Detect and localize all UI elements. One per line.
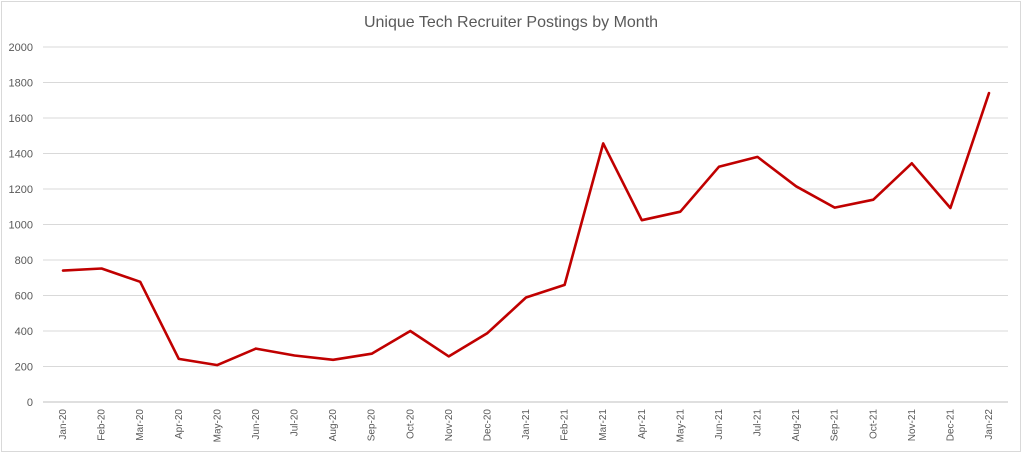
x-tick-label: Dec-21 [945,409,956,442]
y-tick-label: 800 [15,255,33,267]
x-tick-label: May-20 [212,409,223,443]
x-tick-label: Dec-20 [482,409,493,442]
x-axis-tick-labels: Jan-20 Feb-20 Mar-20 Apr-20 May-20 Jun-20 Jul-… [58,409,995,443]
y-tick-label: 600 [15,291,33,303]
x-tick-label: Feb-21 [560,409,571,441]
x-tick-label: Apr-21 [637,409,648,439]
x-tick-label: Apr-20 [174,409,185,439]
x-tick-label: Oct-21 [868,409,879,439]
y-tick-label: 2000 [9,42,33,54]
x-tick-label: Feb-20 [97,409,108,441]
x-tick-label: Jan-22 [984,409,995,440]
x-tick-label: Jul-20 [290,409,301,437]
y-tick-label: 1000 [9,220,33,232]
series-layer [61,91,991,367]
gridlines [43,46,1008,403]
x-tick-label: Oct-20 [405,409,416,439]
x-tick-label: Jun-20 [251,409,262,440]
y-tick-label: 1600 [9,113,33,125]
x-tick-label: Sep-20 [367,409,378,442]
x-tick-label: Jul-21 [753,409,764,437]
chart-title: Unique Tech Recruiter Postings by Month [364,14,658,31]
y-tick-label: 1200 [9,184,33,196]
x-tick-label: Nov-21 [907,409,918,442]
x-tick-label: Mar-20 [135,409,146,441]
y-tick-label: 0 [27,397,33,409]
x-tick-label: Aug-21 [791,409,802,442]
y-axis-tick-labels: 0 200 400 600 800 1000 1200 1400 1600 1800 2000 [9,42,33,409]
x-tick-label: May-21 [675,409,686,443]
y-tick-label: 200 [15,362,33,374]
x-tick-label: Mar-21 [598,409,609,441]
x-tick-label: Sep-21 [830,409,841,442]
x-tick-label: Jan-21 [521,409,532,440]
x-tick-label: Jan-20 [58,409,69,440]
x-tick-label: Nov-20 [444,409,455,442]
y-tick-label: 1800 [9,78,33,90]
x-tick-label: Aug-20 [328,409,339,442]
series-line [61,91,991,367]
y-tick-label: 1400 [9,149,33,161]
y-tick-label: 400 [15,326,33,338]
x-tick-label: Jun-21 [714,409,725,440]
